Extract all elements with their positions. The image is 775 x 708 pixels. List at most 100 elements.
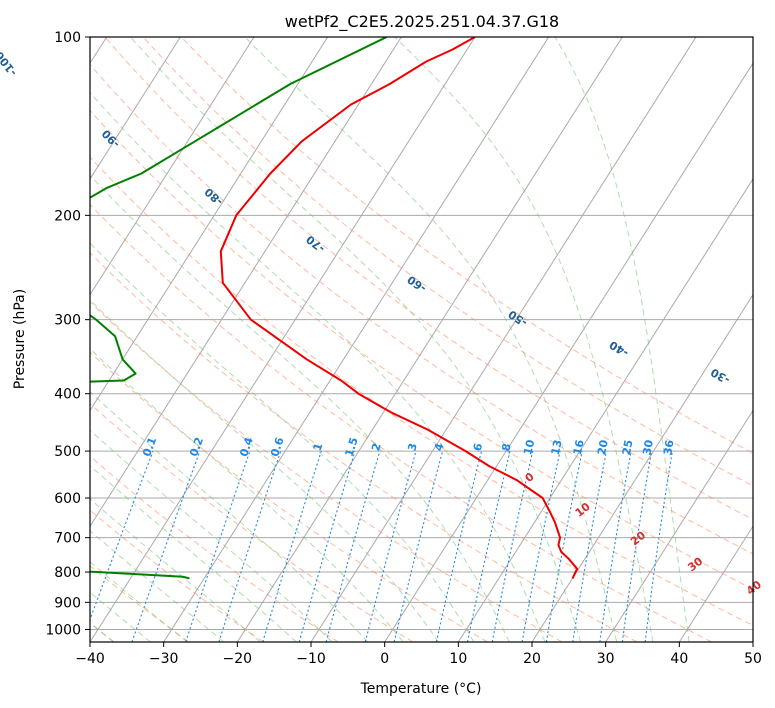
mixing-ratio-line [298, 450, 356, 642]
isotherm-line [678, 525, 753, 642]
mixing-ratio-line [185, 450, 251, 642]
mixing-ratio-line [218, 450, 282, 642]
plot-frame [89, 36, 754, 643]
dry-adiabat-line [90, 301, 563, 642]
moist-adiabat-line [90, 174, 510, 642]
mixing-ratio-line [466, 450, 511, 642]
x-tick-label: 40 [670, 651, 688, 667]
dry-adiabat-line [90, 402, 414, 642]
mixing-ratio-label: 25 [620, 439, 636, 456]
moist-adiabat-line [90, 299, 439, 642]
y-tick-label: 600 [54, 491, 81, 507]
plot-area [90, 37, 753, 642]
x-tick-label: 10 [449, 651, 467, 667]
x-axis: −40 −30 −20 −10 0 10 20 30 40 50 [75, 642, 762, 667]
isotherm-line [310, 37, 697, 642]
moist-adiabat-line [90, 242, 475, 642]
moist-adiabat-line [394, 37, 654, 642]
mixing-ratio-label: 30 [640, 439, 655, 457]
y-tick-label: 1000 [45, 622, 81, 638]
mixing-ratio-label: 0.6 [268, 435, 287, 458]
mixing-ratio-line [599, 451, 632, 642]
mixing-ratio-label: 0.1 [140, 435, 159, 458]
mixing-ratio-label: 3 [405, 442, 420, 453]
moist-adiabat-line [90, 465, 297, 642]
isotherm-line [90, 37, 255, 296]
mixing-ratio-label: 6 [471, 442, 486, 453]
moist-adiabat-line [90, 91, 546, 642]
moist-adiabat-line [554, 37, 690, 642]
mixing-ratio-label: 2 [369, 442, 384, 453]
moist-adiabat-line [90, 390, 369, 642]
mixing-ratio-label: 0.4 [237, 435, 256, 458]
dry-adiabat-line [90, 252, 638, 642]
temperature-profile-line [219, 37, 579, 579]
mixing-ratio-label: 4 [432, 441, 447, 452]
moist-adiabat-line [90, 429, 333, 642]
x-tick-label: 50 [744, 651, 762, 667]
isotherm-line [605, 409, 753, 642]
y-tick-label: 300 [54, 313, 81, 329]
mixing-ratio-label: 13 [549, 439, 565, 457]
y-tick-label: 900 [54, 595, 81, 611]
mixing-ratio-line [364, 450, 417, 642]
dry-adiabat-lines [90, 37, 753, 642]
moist-adiabat-line [244, 37, 618, 642]
y-tick-label: 400 [54, 387, 81, 403]
sounding-profiles [90, 37, 579, 580]
x-tick-label: −40 [75, 651, 105, 667]
isotherm-line [457, 178, 753, 642]
y-tick-label: 800 [54, 565, 81, 581]
mixing-ratio-lines [90, 450, 673, 642]
mixing-ratio-label: 1.5 [343, 436, 361, 458]
dry-adiabat-line [90, 203, 712, 642]
dry-adiabat-line [90, 156, 753, 627]
isotherm-line [90, 37, 402, 528]
mixing-ratio-line [393, 450, 444, 642]
mixing-ratio-line [621, 451, 653, 642]
dry-adiabat-line [180, 37, 753, 454]
mixing-ratio-label: 10 [521, 438, 537, 456]
mixing-ratio-line [262, 450, 322, 642]
isotherm-line [90, 37, 329, 412]
mixing-ratio-line [435, 450, 483, 642]
mixing-ratio-label: 16 [571, 438, 587, 456]
isotherm-line [531, 293, 753, 642]
chart-title: wetPf2_C2E5.2025.251.04.37.G18 [285, 12, 559, 32]
y-tick-label: 500 [54, 444, 81, 460]
isotherm-lines [90, 37, 753, 642]
isotherm-line [90, 37, 476, 642]
y-tick-label: 200 [54, 208, 81, 224]
mixing-ratio-label: 1 [311, 441, 326, 452]
y-tick-label: 100 [54, 30, 81, 46]
mixing-ratio-line [521, 450, 561, 642]
isotherm-line [236, 37, 623, 642]
mixing-ratio-label: 36 [661, 439, 676, 457]
x-tick-label: −30 [149, 651, 179, 667]
mixing-ratio-label: 0.2 [187, 436, 206, 459]
mixing-ratio-line [572, 450, 607, 642]
dry-adiabat-line [90, 455, 339, 642]
mixing-ratio-label: 8 [499, 442, 513, 452]
x-tick-label: 30 [597, 651, 615, 667]
moist-adiabat-lines [90, 37, 690, 642]
mixing-ratio-line [491, 450, 534, 642]
mixing-ratio-label: 20 [595, 438, 611, 456]
x-tick-label: −10 [296, 651, 326, 667]
x-tick-label: 0 [380, 651, 389, 667]
x-tick-label: −20 [223, 651, 253, 667]
y-axis: 100 200 300 400 500 600 700 800 900 1000 [45, 30, 90, 638]
dry-adiabat-line [90, 63, 753, 555]
dry-adiabat-line [90, 109, 753, 590]
isotherm-line [384, 62, 753, 642]
mixing-ratio-line [325, 450, 381, 642]
mixing-ratio-line [545, 450, 583, 642]
y-tick-label: 700 [54, 531, 81, 547]
x-axis-title: Temperature (°C) [360, 681, 482, 697]
isotherm-line [90, 37, 181, 180]
pressure-gridlines [90, 37, 753, 630]
x-tick-label: 20 [523, 651, 541, 667]
mixing-ratio-line [644, 451, 673, 642]
